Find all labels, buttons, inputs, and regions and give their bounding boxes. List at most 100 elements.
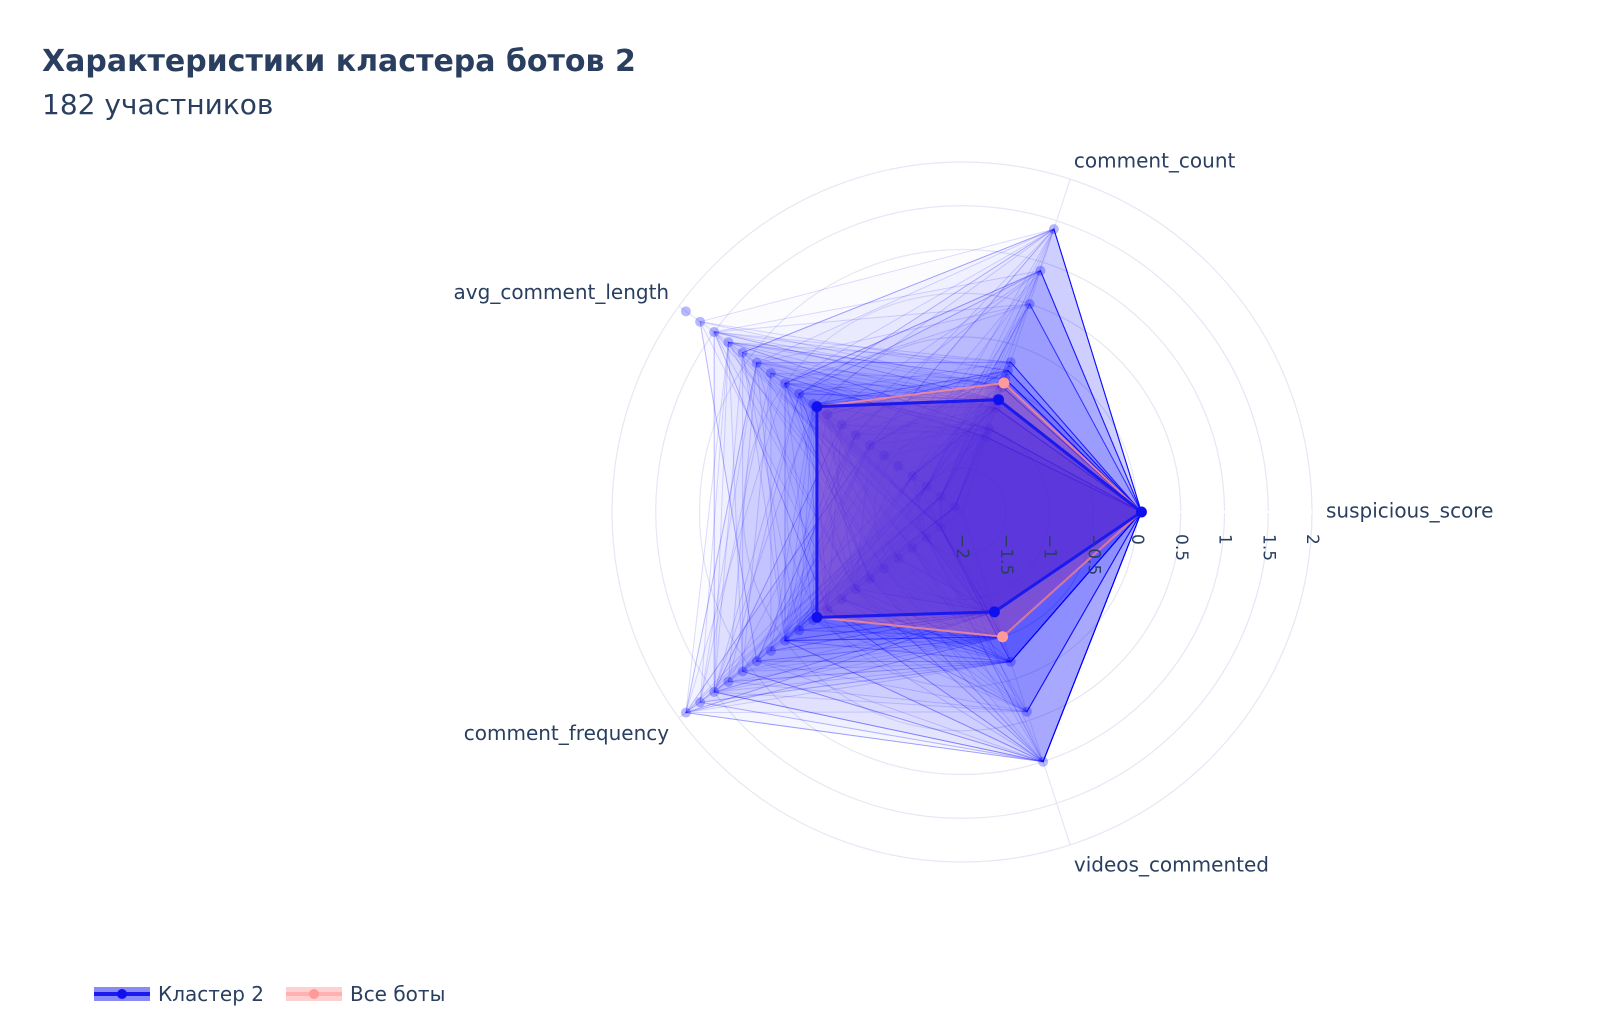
member-trace bbox=[784, 270, 1142, 713]
member-point bbox=[850, 429, 861, 440]
series-point bbox=[811, 401, 823, 413]
member-point bbox=[879, 450, 890, 461]
member-point bbox=[765, 368, 776, 379]
member-trace bbox=[826, 369, 1142, 763]
member-trace bbox=[911, 369, 1142, 763]
member-trace bbox=[855, 361, 1143, 663]
legend-swatch bbox=[94, 987, 150, 1001]
axis-label-avg-comment-length: avg_comment_length bbox=[454, 280, 670, 304]
series-point bbox=[997, 631, 1009, 643]
series-point bbox=[811, 611, 823, 623]
series-point bbox=[1135, 506, 1147, 518]
member-trace bbox=[699, 372, 1143, 703]
member-point bbox=[723, 676, 734, 687]
legend-label: Кластер 2 bbox=[158, 982, 264, 1006]
series-area bbox=[815, 398, 1144, 619]
series-point bbox=[988, 606, 1000, 618]
member-point bbox=[981, 432, 992, 443]
member-point bbox=[794, 388, 805, 399]
member-trace bbox=[784, 228, 1142, 763]
member-point bbox=[865, 440, 875, 451]
legend-item[interactable]: Все боты bbox=[285, 982, 445, 1006]
member-point bbox=[879, 563, 890, 574]
member-trace bbox=[812, 386, 1143, 713]
member-trace bbox=[784, 269, 1142, 663]
member-point bbox=[1048, 224, 1059, 235]
member-trace bbox=[812, 369, 1143, 663]
member-trace bbox=[713, 228, 1142, 693]
member-point bbox=[1021, 706, 1032, 717]
member-trace bbox=[685, 382, 1143, 763]
member-point bbox=[836, 419, 847, 430]
member-point bbox=[1035, 265, 1046, 276]
member-point bbox=[780, 378, 790, 389]
legend: Кластер 2 Все боты bbox=[94, 982, 467, 1006]
legend-swatch bbox=[285, 987, 342, 1001]
member-point bbox=[680, 707, 691, 718]
legend-item[interactable]: Кластер 2 bbox=[94, 982, 264, 1006]
member-point bbox=[893, 553, 904, 564]
member-point bbox=[723, 337, 734, 348]
member-trace bbox=[840, 227, 1142, 663]
series-point bbox=[993, 394, 1004, 406]
member-trace bbox=[826, 378, 1142, 763]
member-trace bbox=[699, 303, 1142, 763]
member-point bbox=[865, 573, 875, 584]
member-point bbox=[907, 471, 918, 481]
axis-label-comment-frequency: comment_frequency bbox=[464, 721, 669, 745]
member-point bbox=[1005, 357, 1016, 368]
member-trace bbox=[855, 428, 1143, 713]
member-trace bbox=[812, 403, 1143, 663]
radial-tick-label: −2 bbox=[952, 534, 972, 559]
member-trace bbox=[685, 228, 1142, 763]
member-point bbox=[765, 645, 776, 656]
chart-title: Характеристики кластера ботов 2 bbox=[42, 44, 636, 79]
member-trace bbox=[727, 270, 1142, 683]
member-point bbox=[935, 491, 946, 502]
member-trace bbox=[741, 436, 1143, 763]
member-point bbox=[737, 666, 748, 677]
member-trace bbox=[755, 407, 1143, 713]
radial-tick-label: 0 bbox=[1127, 534, 1147, 545]
member-point bbox=[794, 625, 805, 636]
member-trace bbox=[712, 331, 1143, 713]
member-trace bbox=[755, 369, 1143, 663]
member-trace bbox=[699, 320, 1143, 663]
member-point bbox=[1005, 656, 1016, 667]
member-trace bbox=[699, 341, 1143, 763]
member-trace bbox=[685, 369, 1142, 763]
member-trace bbox=[684, 428, 1143, 714]
axis-label-comment-count: comment_count bbox=[1074, 149, 1236, 173]
member-point bbox=[822, 409, 833, 420]
member-point bbox=[737, 347, 748, 358]
radial-tick-label: −1 bbox=[1040, 534, 1060, 559]
member-trace bbox=[826, 378, 1143, 663]
radial-tick-label: −0.5 bbox=[1083, 534, 1103, 575]
member-trace bbox=[741, 407, 1143, 672]
axis-label-suspicious-score: suspicious_score bbox=[1326, 499, 1493, 523]
member-point bbox=[822, 604, 833, 615]
member-point bbox=[751, 656, 762, 667]
member-point bbox=[921, 532, 932, 543]
member-trace bbox=[727, 361, 1143, 713]
member-point bbox=[949, 501, 960, 512]
radial-tick-label: 0.5 bbox=[1171, 534, 1191, 561]
member-trace bbox=[784, 228, 1142, 763]
member-trace bbox=[784, 270, 1142, 763]
member-trace bbox=[685, 362, 1143, 714]
member-trace bbox=[798, 270, 1142, 663]
member-trace bbox=[755, 378, 1142, 763]
member-trace bbox=[713, 270, 1142, 663]
axis-line bbox=[961, 178, 1071, 513]
member-trace bbox=[712, 369, 1143, 713]
member-trace bbox=[699, 321, 1143, 663]
radar-chart: −2 −1.5 −1 −0.5 0 0.5 1 1.5 2suspicious_scorecom… bbox=[454, 149, 1494, 877]
member-point bbox=[695, 697, 706, 708]
member-point bbox=[984, 423, 994, 434]
member-point bbox=[850, 584, 861, 595]
member-traces bbox=[684, 227, 1143, 764]
member-trace bbox=[726, 341, 1142, 763]
member-trace bbox=[713, 269, 1142, 763]
member-trace bbox=[798, 361, 1143, 713]
member-point bbox=[935, 522, 946, 533]
